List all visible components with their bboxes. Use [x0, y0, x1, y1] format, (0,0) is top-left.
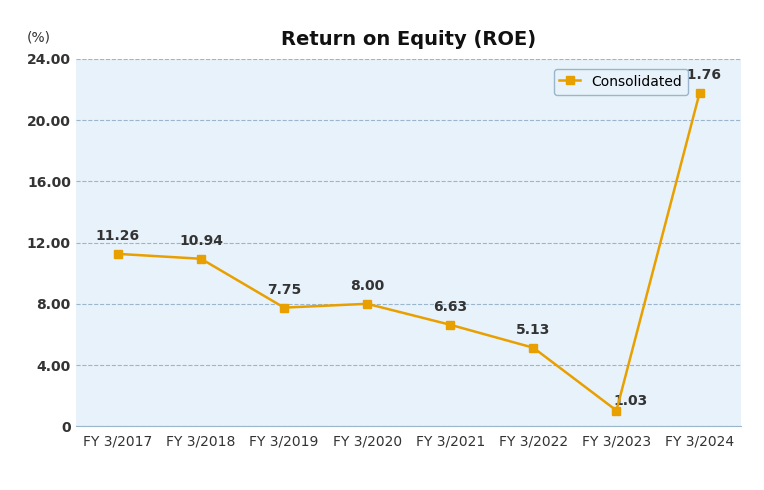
- Text: (%): (%): [27, 30, 50, 44]
- Text: 10.94: 10.94: [179, 234, 223, 247]
- Text: 1.03: 1.03: [613, 394, 647, 408]
- Legend: Consolidated: Consolidated: [554, 70, 688, 95]
- Text: 5.13: 5.13: [516, 322, 551, 337]
- Text: 11.26: 11.26: [96, 229, 140, 243]
- Text: 8.00: 8.00: [350, 279, 384, 293]
- Text: 21.76: 21.76: [678, 68, 721, 82]
- Text: 7.75: 7.75: [267, 283, 301, 296]
- Title: Return on Equity (ROE): Return on Equity (ROE): [281, 30, 536, 49]
- Text: 6.63: 6.63: [433, 300, 468, 314]
